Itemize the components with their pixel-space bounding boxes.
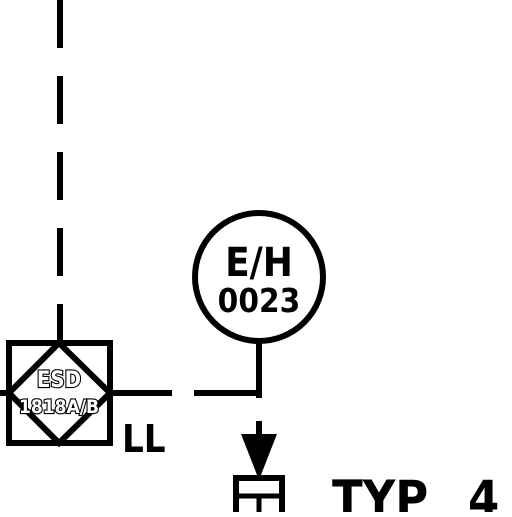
instrument-tag-prefix: E/H — [225, 240, 293, 286]
instrument-bubble: E/H 0023 — [192, 210, 326, 344]
note-number: 4 — [468, 470, 499, 512]
instrument-tag-number: 0023 — [218, 281, 301, 320]
valve-actuator-icon — [233, 475, 285, 517]
esd-tag-number: 1818A/B — [19, 396, 99, 418]
esd-symbol: ESD 1818A/B — [4, 338, 115, 448]
note-label: TYP — [332, 470, 428, 512]
esd-label: ESD — [37, 368, 81, 393]
alarm-label: LL — [122, 417, 166, 461]
arrow-down-icon — [241, 421, 277, 480]
